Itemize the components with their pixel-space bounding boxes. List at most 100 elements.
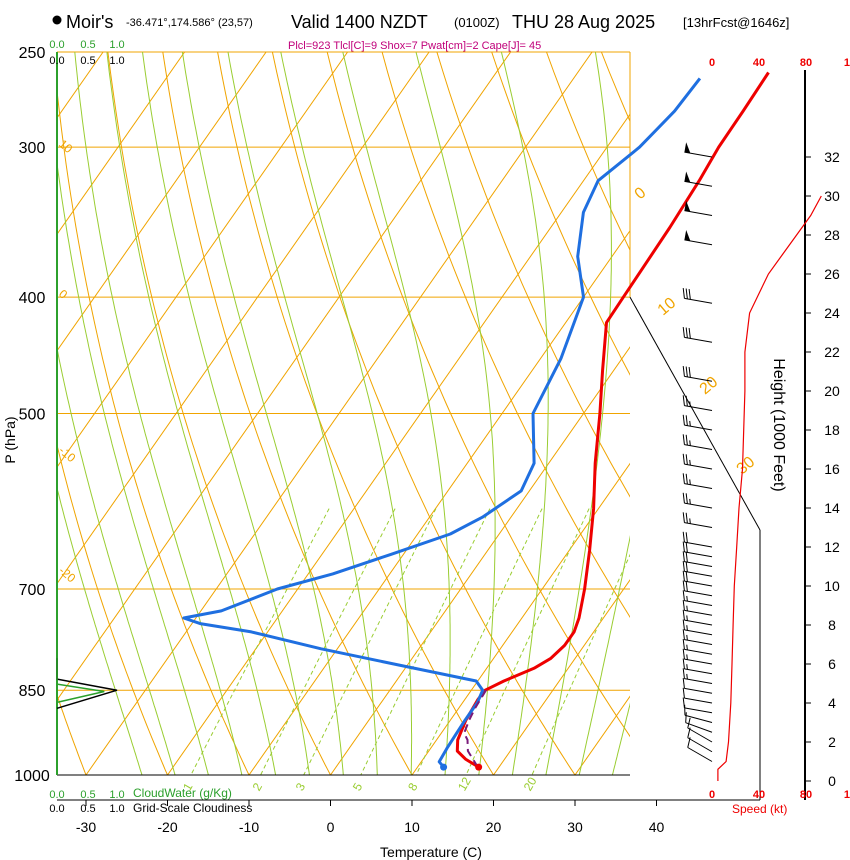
wind-barb xyxy=(682,648,713,665)
mixing-ratio-label: 12 xyxy=(455,774,474,793)
x-tick-label: -30 xyxy=(76,819,96,835)
wind-barb-shaft xyxy=(684,522,713,528)
wind-barb-shaft xyxy=(684,697,713,704)
wind-barb-shaft xyxy=(684,678,713,684)
wind-barb-feather xyxy=(688,289,691,300)
wind-barb-feather xyxy=(682,677,685,689)
mixing-ratio-line xyxy=(415,508,543,775)
dry-adiabat-line xyxy=(57,693,87,775)
pressure-tick-label: 500 xyxy=(19,407,46,424)
wind-barb xyxy=(682,414,713,431)
wind-barb xyxy=(682,677,713,694)
isotherm-line xyxy=(167,113,630,775)
wind-barb-feather xyxy=(682,560,685,572)
height-tick-label: 2 xyxy=(828,734,836,750)
isotherm-line xyxy=(57,52,267,352)
mixing-ratio-label: 20 xyxy=(521,774,540,793)
wind-barb-shaft xyxy=(684,658,713,665)
wind-barb xyxy=(684,171,713,187)
wind-barb xyxy=(682,570,713,587)
wind-barb xyxy=(684,230,713,246)
moist-adiabat-line xyxy=(106,52,277,775)
wind-barb-feather xyxy=(682,580,685,591)
dry-adiabat-line xyxy=(593,0,850,800)
wind-barb-feather xyxy=(682,512,685,523)
height-tick-label: 30 xyxy=(824,188,840,204)
cloudiness-tick-label: 0.5 xyxy=(80,803,95,815)
isotherm-line xyxy=(57,52,349,469)
cloud-axes: CloudWater (g/Kg) Grid-Scale Cloudiness … xyxy=(49,39,252,815)
wind-barb xyxy=(682,629,713,645)
y-axis-label: P (hPa) xyxy=(2,416,18,463)
wind-barb-half-feather xyxy=(689,401,691,407)
wind-barb xyxy=(682,609,713,626)
wind-barb-feather xyxy=(682,629,685,640)
valid-date: THU 28 Aug 2025 xyxy=(512,12,655,32)
height-tick-label: 4 xyxy=(828,695,836,711)
site-name: Moir's xyxy=(66,12,113,32)
wind-barb-feather xyxy=(685,551,688,563)
moist-adiabat-lines xyxy=(57,52,630,775)
moist-adiabat-line xyxy=(342,52,451,775)
height-tick-label: 6 xyxy=(828,656,836,672)
wind-barb-shaft xyxy=(687,727,713,743)
mixing-ratio-line xyxy=(260,508,396,775)
wind-barb-pennant xyxy=(684,200,691,212)
cloudiness-tick-label: 1.0 xyxy=(109,803,124,815)
speed-tick-label: 80 xyxy=(800,789,812,801)
mixing-ratio-line xyxy=(531,553,630,775)
dewpoint-line xyxy=(182,77,702,769)
wind-barb-half-feather xyxy=(689,479,691,485)
wind-barb-feather xyxy=(685,512,688,524)
x-tick-label: -20 xyxy=(157,819,177,835)
isotherm-line xyxy=(57,52,430,585)
wind-barb xyxy=(682,687,713,704)
wind-barb-feather xyxy=(685,454,688,465)
height-tick-label: 24 xyxy=(824,305,840,321)
wind-barb-feather xyxy=(682,551,685,562)
wind-barb-shaft xyxy=(684,619,713,626)
cloudwater-tick-label: 0.5 xyxy=(80,39,95,51)
isotherm-line xyxy=(57,52,512,701)
temperature-axis: Temperature (C) -30 -20 -10 0 10 20 30 40 xyxy=(76,800,664,860)
wind-barb-feather xyxy=(688,328,691,339)
x-tick-label: -10 xyxy=(239,819,259,835)
skew-boundary-line xyxy=(629,296,761,531)
wind-barb-pennant xyxy=(684,230,691,241)
moist-adiabat-line xyxy=(227,52,378,775)
dry-adiabat-line xyxy=(792,0,850,800)
dry-adiabat-line xyxy=(381,52,630,618)
isotherm-line xyxy=(57,52,186,236)
mixing-ratio-label: 5 xyxy=(350,780,366,793)
wind-barb-feather xyxy=(682,668,685,679)
dry-adiabat-line xyxy=(491,52,630,376)
x-axis-label: Temperature (C) xyxy=(380,844,482,860)
isotherm-line xyxy=(248,229,630,775)
cloudiness-tick-label: 0.5 xyxy=(80,55,95,67)
cloudiness-tick-label: 1.0 xyxy=(109,55,124,67)
wind-barb xyxy=(685,712,713,733)
valid-time: Valid 1400 NZDT xyxy=(291,12,428,32)
height-tick-label: 32 xyxy=(824,149,840,165)
cloudwater-tick-label: 0.0 xyxy=(49,789,64,801)
cloudwater-tick-label: 1.0 xyxy=(109,789,124,801)
wind-barb-half-feather xyxy=(689,420,691,427)
wind-barb-half-feather xyxy=(686,605,688,611)
wind-barb-shaft xyxy=(684,668,713,675)
height-tick-label: 8 xyxy=(828,617,836,633)
wind-barb-feather xyxy=(682,570,685,582)
pressure-axis: P (hPa) 250 300 400 500 700 850 1000 xyxy=(2,45,50,785)
forecast-info: [13hrFcst@1646z] xyxy=(683,15,789,30)
pressure-tick-label: 700 xyxy=(19,582,46,599)
mixing-ratio-label: 3 xyxy=(293,780,309,793)
dry-adiabat-label: 20 xyxy=(697,374,722,399)
wind-barb xyxy=(682,580,713,597)
wind-barb-pennant xyxy=(684,171,691,183)
wind-barb xyxy=(682,638,713,655)
mixing-ratio-label: 8 xyxy=(405,780,421,793)
speed-tick-label: 12 xyxy=(844,789,850,801)
wind-barb-feather xyxy=(682,658,685,669)
wind-barb-shaft xyxy=(684,483,713,489)
wind-barb-feather xyxy=(682,609,685,621)
wind-barb-shaft xyxy=(684,336,713,343)
